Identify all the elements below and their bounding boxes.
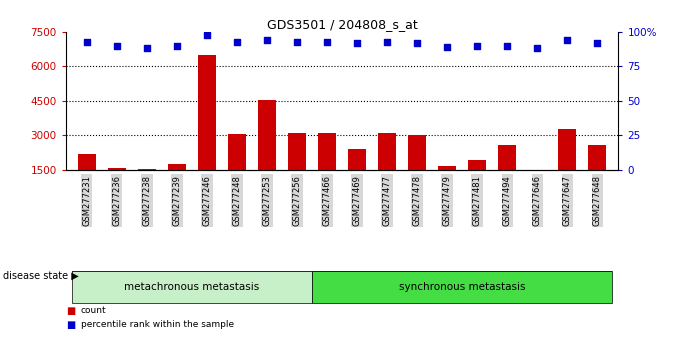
Point: [472, 43, 483, 48]
Bar: [589, 144, 607, 204]
Point: [321, 39, 332, 44]
Text: ■: ■: [66, 320, 75, 330]
Point: [201, 32, 212, 38]
Bar: [198, 55, 216, 204]
Bar: [438, 166, 456, 204]
Point: [502, 43, 513, 48]
Bar: [168, 164, 186, 204]
Point: [81, 39, 92, 44]
Point: [352, 40, 363, 46]
Point: [562, 37, 573, 43]
Bar: [558, 129, 576, 204]
Point: [592, 40, 603, 46]
Text: disease state ▶: disease state ▶: [3, 270, 79, 280]
Text: percentile rank within the sample: percentile rank within the sample: [81, 320, 234, 329]
Text: metachronous metastasis: metachronous metastasis: [124, 282, 259, 292]
Text: count: count: [81, 306, 106, 315]
Bar: [408, 135, 426, 204]
Bar: [348, 149, 366, 204]
Bar: [468, 160, 486, 204]
Title: GDS3501 / 204808_s_at: GDS3501 / 204808_s_at: [267, 18, 417, 31]
Point: [171, 43, 182, 48]
Bar: [77, 154, 95, 204]
Point: [141, 46, 152, 51]
Point: [381, 39, 392, 44]
Bar: [498, 144, 516, 204]
Point: [292, 39, 303, 44]
Bar: [288, 133, 306, 204]
Bar: [228, 134, 246, 204]
Bar: [529, 170, 547, 204]
Point: [111, 43, 122, 48]
Point: [532, 46, 543, 51]
Bar: [138, 169, 155, 204]
Point: [412, 40, 423, 46]
Point: [442, 44, 453, 50]
Bar: [258, 100, 276, 204]
Point: [261, 37, 272, 43]
Text: ■: ■: [66, 306, 75, 316]
Bar: [378, 133, 396, 204]
Text: synchronous metastasis: synchronous metastasis: [399, 282, 525, 292]
Point: [231, 39, 243, 44]
Bar: [318, 133, 336, 204]
Bar: [108, 167, 126, 204]
